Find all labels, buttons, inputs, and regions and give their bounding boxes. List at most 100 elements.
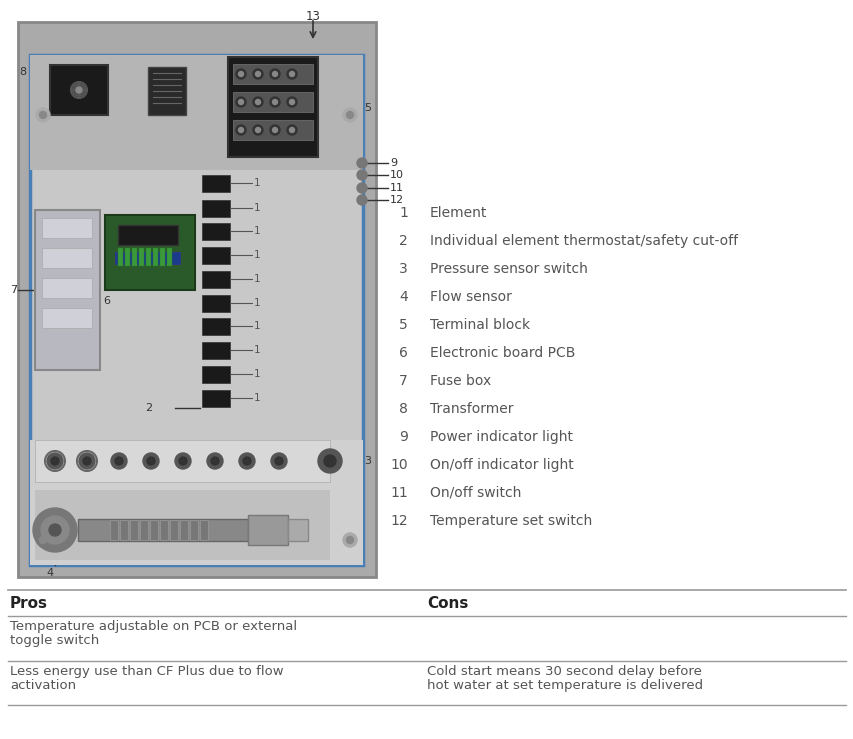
FancyBboxPatch shape [35, 210, 100, 370]
Circle shape [235, 97, 246, 107]
Circle shape [287, 97, 297, 107]
Text: 4: 4 [46, 568, 54, 578]
FancyBboxPatch shape [202, 247, 229, 264]
Text: 1: 1 [253, 369, 260, 379]
Text: 1: 1 [253, 321, 260, 331]
FancyBboxPatch shape [202, 295, 229, 312]
Text: 5: 5 [399, 318, 408, 332]
Text: Terminal block: Terminal block [430, 318, 530, 332]
FancyBboxPatch shape [110, 520, 118, 540]
Circle shape [83, 457, 91, 465]
Text: Temperature adjustable on PCB or external: Temperature adjustable on PCB or externa… [10, 620, 297, 633]
Circle shape [255, 128, 260, 132]
FancyBboxPatch shape [189, 520, 198, 540]
Circle shape [270, 97, 280, 107]
FancyBboxPatch shape [118, 225, 177, 245]
Circle shape [41, 516, 69, 544]
FancyBboxPatch shape [30, 55, 363, 565]
Text: 12: 12 [390, 514, 408, 528]
Text: activation: activation [10, 679, 76, 692]
FancyBboxPatch shape [30, 440, 363, 565]
Text: Pros: Pros [10, 596, 48, 610]
FancyBboxPatch shape [132, 248, 136, 266]
Text: Power indicator light: Power indicator light [430, 430, 572, 444]
FancyBboxPatch shape [125, 248, 130, 266]
Text: Individual element thermostat/safety cut-off: Individual element thermostat/safety cut… [430, 234, 737, 248]
FancyBboxPatch shape [42, 278, 92, 298]
Circle shape [272, 100, 277, 104]
Text: Temperature set switch: Temperature set switch [430, 514, 592, 528]
FancyBboxPatch shape [78, 519, 247, 541]
FancyBboxPatch shape [247, 515, 287, 545]
Circle shape [252, 97, 263, 107]
Circle shape [252, 125, 263, 135]
Circle shape [289, 100, 294, 104]
Circle shape [51, 457, 59, 465]
Circle shape [238, 128, 243, 132]
Circle shape [255, 100, 260, 104]
Text: 1: 1 [398, 206, 408, 220]
Text: Less energy use than CF Plus due to flow: Less energy use than CF Plus due to flow [10, 665, 283, 678]
Text: Cons: Cons [426, 596, 467, 610]
FancyBboxPatch shape [150, 520, 158, 540]
Circle shape [346, 112, 353, 118]
Text: 1: 1 [253, 250, 260, 260]
FancyBboxPatch shape [228, 57, 317, 157]
Circle shape [76, 87, 82, 93]
Circle shape [36, 533, 50, 547]
FancyBboxPatch shape [233, 120, 313, 140]
FancyBboxPatch shape [18, 22, 375, 577]
Text: 1: 1 [253, 345, 260, 355]
FancyBboxPatch shape [120, 520, 128, 540]
Circle shape [270, 69, 280, 79]
Circle shape [243, 457, 251, 465]
FancyBboxPatch shape [148, 67, 186, 115]
Circle shape [39, 537, 46, 543]
FancyBboxPatch shape [42, 308, 92, 328]
FancyBboxPatch shape [118, 248, 123, 266]
Text: 9: 9 [398, 430, 408, 444]
Circle shape [272, 72, 277, 77]
Circle shape [33, 508, 77, 552]
Text: Fuse box: Fuse box [430, 374, 490, 388]
Circle shape [179, 457, 187, 465]
Circle shape [343, 533, 357, 547]
FancyBboxPatch shape [202, 366, 229, 383]
Text: 9: 9 [390, 158, 397, 168]
Text: 10: 10 [390, 458, 408, 472]
Text: Flow sensor: Flow sensor [430, 290, 511, 304]
Text: Transformer: Transformer [430, 402, 513, 416]
Text: 5: 5 [363, 103, 370, 113]
Text: 11: 11 [390, 486, 408, 500]
Circle shape [239, 453, 255, 469]
Circle shape [238, 100, 243, 104]
FancyBboxPatch shape [35, 490, 329, 560]
Text: toggle switch: toggle switch [10, 634, 99, 647]
Circle shape [323, 455, 335, 467]
FancyBboxPatch shape [153, 248, 158, 266]
Text: 1: 1 [253, 226, 260, 236]
Text: 4: 4 [399, 290, 408, 304]
Text: Cold start means 30 second delay before: Cold start means 30 second delay before [426, 665, 701, 678]
Text: 8: 8 [19, 67, 26, 77]
FancyBboxPatch shape [130, 520, 138, 540]
FancyBboxPatch shape [202, 200, 229, 217]
Text: 11: 11 [390, 183, 403, 193]
FancyBboxPatch shape [139, 248, 144, 266]
Text: 3: 3 [399, 262, 408, 276]
FancyBboxPatch shape [115, 252, 180, 264]
Text: On/off switch: On/off switch [430, 486, 521, 500]
Text: 7: 7 [10, 285, 17, 295]
FancyBboxPatch shape [170, 520, 177, 540]
Text: 10: 10 [390, 170, 403, 180]
FancyBboxPatch shape [180, 520, 188, 540]
FancyBboxPatch shape [160, 248, 165, 266]
Text: 1: 1 [253, 203, 260, 213]
Circle shape [270, 453, 287, 469]
FancyBboxPatch shape [202, 318, 229, 335]
Circle shape [275, 457, 282, 465]
Text: 3: 3 [363, 456, 370, 466]
Text: Pressure sensor switch: Pressure sensor switch [430, 262, 587, 276]
Circle shape [111, 453, 127, 469]
FancyBboxPatch shape [160, 520, 168, 540]
